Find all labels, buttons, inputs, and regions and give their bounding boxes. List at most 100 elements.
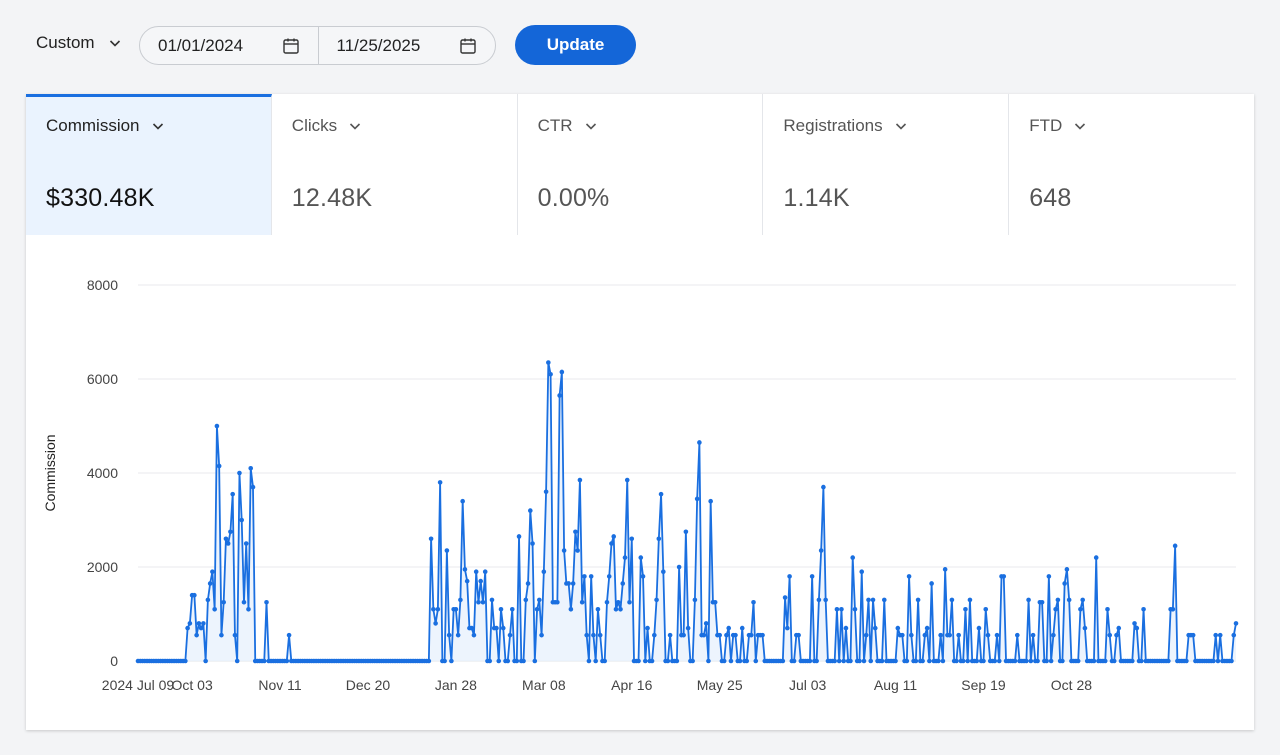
data-point [1105, 607, 1110, 612]
data-point [1215, 658, 1221, 664]
chevron-down-icon[interactable] [152, 120, 164, 132]
data-point [453, 607, 459, 612]
data-point [701, 632, 707, 638]
data-point [807, 658, 813, 664]
data-point [428, 536, 434, 542]
kpi-tab-registrations[interactable]: Registrations 1.14K [763, 94, 1010, 235]
data-point [836, 658, 842, 664]
data-point [579, 599, 585, 605]
kpi-label: FTD [1029, 116, 1063, 135]
chevron-down-icon[interactable] [1074, 120, 1086, 132]
data-point [1062, 581, 1067, 586]
data-point [460, 498, 465, 504]
end-date-field[interactable]: 11/25/2025 [317, 27, 496, 64]
data-point [243, 541, 249, 546]
kpi-value: 1.14K [783, 184, 850, 212]
data-point [927, 658, 932, 664]
data-point [985, 632, 991, 638]
data-point [1039, 599, 1045, 605]
x-tick-label: Oct 28 [1051, 677, 1092, 693]
data-point [1129, 658, 1135, 664]
data-point [471, 632, 477, 638]
data-point [881, 597, 887, 603]
kpi-tab-ctr[interactable]: CTR 0.00% [518, 94, 764, 235]
data-point [652, 632, 657, 638]
data-point [1060, 658, 1065, 664]
data-point [1233, 621, 1239, 626]
kpi-tab-clicks[interactable]: Clicks 12.48K [272, 94, 518, 235]
kpi-label: CTR [537, 116, 573, 135]
data-point [834, 607, 840, 612]
data-point [1082, 625, 1088, 631]
data-point [444, 548, 450, 553]
data-point [588, 574, 594, 579]
data-point [667, 632, 673, 638]
data-point [1030, 632, 1036, 638]
data-point [248, 466, 254, 471]
data-point [748, 632, 754, 638]
data-point [1066, 597, 1072, 603]
data-point [1055, 597, 1061, 603]
data-point [624, 477, 630, 483]
data-point [509, 607, 515, 612]
calendar-icon[interactable] [282, 37, 300, 55]
range-select[interactable]: Custom [36, 33, 121, 53]
data-point [818, 548, 824, 553]
data-point [1048, 658, 1054, 664]
data-point [284, 658, 290, 664]
chevron-down-icon [109, 40, 120, 47]
kpi-tab-ftd[interactable]: FTD 648 [1009, 94, 1254, 235]
data-point [196, 621, 202, 626]
data-point [602, 658, 608, 664]
y-tick-label: 0 [110, 653, 118, 669]
kpi-value: $330.48K [46, 184, 155, 212]
data-point [1166, 658, 1171, 664]
data-point [726, 625, 732, 631]
data-point [203, 658, 208, 664]
data-point [561, 548, 567, 553]
data-point [192, 592, 197, 598]
data-point [577, 477, 583, 483]
data-point [809, 574, 815, 579]
data-point [1172, 543, 1178, 549]
data-point [1114, 632, 1119, 638]
data-point [839, 607, 844, 612]
data-point [1078, 607, 1083, 612]
data-point [780, 658, 786, 664]
chevron-down-icon[interactable] [585, 120, 597, 132]
data-point [286, 632, 292, 638]
data-point [595, 607, 601, 612]
data-point [534, 607, 540, 612]
data-point [1116, 625, 1122, 631]
data-point [232, 632, 238, 638]
chevron-down-icon[interactable] [895, 120, 907, 132]
calendar-icon[interactable] [459, 37, 477, 55]
data-point [478, 578, 484, 584]
data-point [924, 625, 930, 631]
kpi-tab-commission[interactable]: Commission $330.48K [26, 94, 272, 235]
data-point [514, 658, 520, 664]
data-point [225, 541, 231, 546]
start-date-field[interactable]: 01/01/2024 [140, 27, 318, 64]
data-point [697, 440, 702, 445]
data-point [785, 625, 790, 631]
data-point [787, 574, 792, 579]
data-point [458, 597, 463, 603]
data-point [1053, 607, 1058, 612]
data-point [212, 607, 217, 612]
data-point [246, 607, 251, 612]
data-point [1170, 607, 1176, 612]
data-point [721, 658, 727, 664]
data-point [712, 599, 718, 605]
data-point [685, 625, 691, 631]
update-button[interactable]: Update [515, 25, 636, 65]
chevron-down-icon[interactable] [349, 120, 361, 132]
data-point [642, 658, 648, 664]
data-point [942, 567, 948, 572]
data-point [821, 484, 826, 490]
data-point [690, 658, 695, 664]
data-point [198, 625, 204, 631]
data-point [823, 597, 828, 603]
y-tick-label: 4000 [87, 465, 118, 481]
